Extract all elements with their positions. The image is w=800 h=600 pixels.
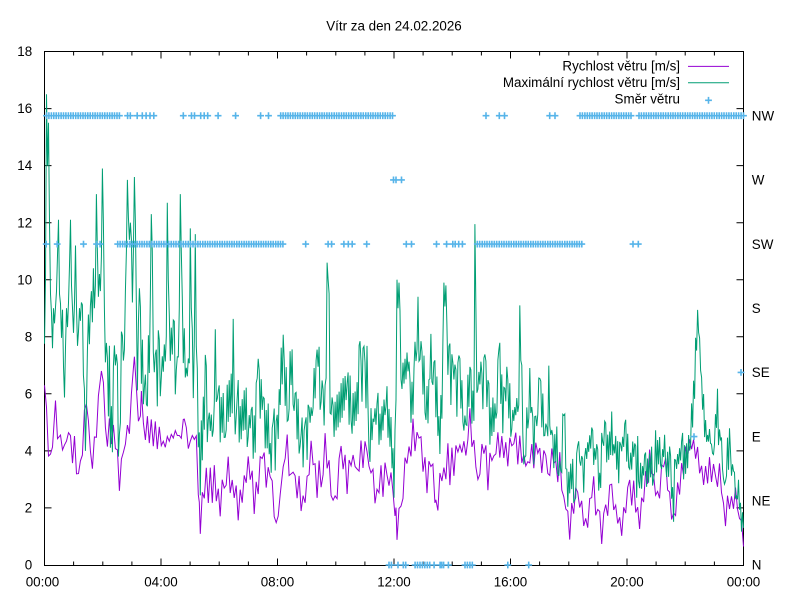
svg-text:00:00: 00:00 xyxy=(727,575,761,590)
svg-text:Maximální rychlost větru [m/s]: Maximální rychlost větru [m/s] xyxy=(503,75,680,90)
svg-text:NE: NE xyxy=(752,494,771,509)
svg-text:W: W xyxy=(752,173,765,188)
svg-text:12: 12 xyxy=(17,215,32,230)
svg-text:12:00: 12:00 xyxy=(377,575,411,590)
svg-text:NW: NW xyxy=(752,108,775,123)
svg-text:N: N xyxy=(752,558,762,573)
svg-text:10: 10 xyxy=(17,272,32,287)
svg-text:08:00: 08:00 xyxy=(261,575,295,590)
svg-text:00:00: 00:00 xyxy=(26,575,60,590)
svg-text:4: 4 xyxy=(25,444,33,459)
svg-text:20:00: 20:00 xyxy=(610,575,644,590)
svg-text:S: S xyxy=(752,301,761,316)
svg-text:0: 0 xyxy=(25,558,32,573)
svg-text:SE: SE xyxy=(752,365,770,380)
svg-text:16:00: 16:00 xyxy=(494,575,528,590)
svg-text:18: 18 xyxy=(17,44,32,59)
svg-text:14: 14 xyxy=(17,158,32,173)
svg-text:6: 6 xyxy=(25,386,32,401)
svg-text:16: 16 xyxy=(17,101,32,116)
svg-text:04:00: 04:00 xyxy=(144,575,178,590)
svg-text:2: 2 xyxy=(25,501,32,516)
svg-text:8: 8 xyxy=(25,329,32,344)
svg-text:Směr větru: Směr větru xyxy=(615,91,680,106)
svg-text:SW: SW xyxy=(752,237,774,252)
svg-text:Rychlost větru [m/s]: Rychlost větru [m/s] xyxy=(562,58,680,73)
svg-text:Vítr za den 24.02.2026: Vítr za den 24.02.2026 xyxy=(326,19,462,34)
svg-text:E: E xyxy=(752,429,761,444)
